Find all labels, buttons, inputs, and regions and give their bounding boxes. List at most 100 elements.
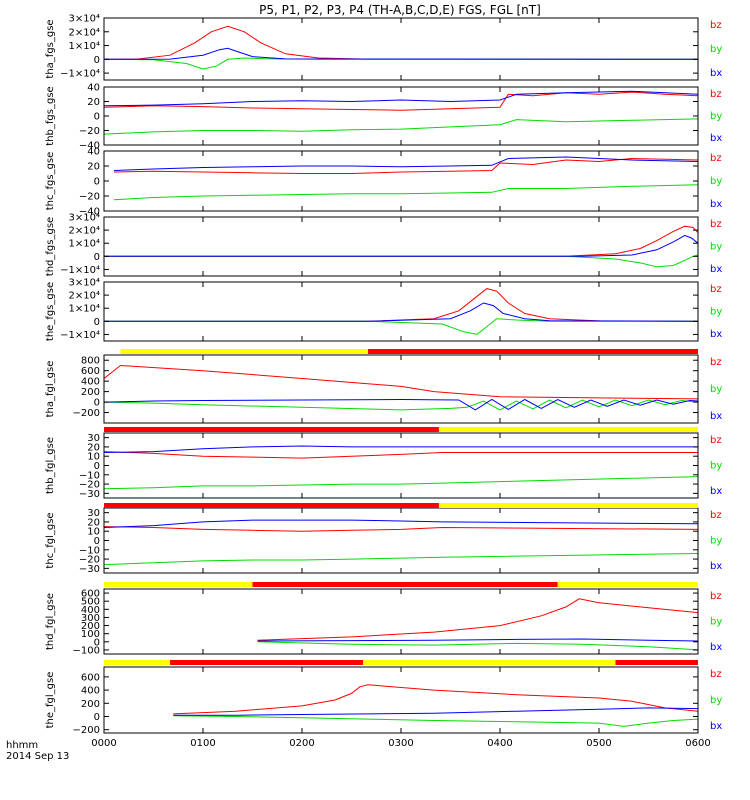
thc-fgl-gse-series-by xyxy=(103,553,699,566)
status-bar-1 xyxy=(120,349,698,354)
the-fgl-gse-frame xyxy=(103,666,699,734)
the-fgl-gse-series-bx xyxy=(173,707,699,716)
thb-fgl-gse-ytick-label: −30 xyxy=(79,489,100,500)
thc-fgl-gse-legend-bz: bz xyxy=(710,510,722,521)
the-fgl-gse-legend-by: by xyxy=(710,695,722,706)
thd-fgl-gse-ytick-label: 600 xyxy=(81,589,100,600)
thb-fgl-gse-ytick-label: −10 xyxy=(79,470,100,481)
thd-fgl-gse-legend-bx: bx xyxy=(710,642,722,653)
status-bar-3-segment xyxy=(104,503,439,508)
tha-fgs-gse-legend-by: by xyxy=(710,44,722,55)
thd-fgl-gse-ytick-label: 200 xyxy=(81,621,100,632)
thc-fgl-gse-series-bz xyxy=(103,526,699,532)
thc-fgs-gse-ytick-label: −20 xyxy=(79,192,100,203)
tha-fgs-gse-frame xyxy=(103,17,699,81)
thd-fgs-gse-ytick-label: 3×10⁴ xyxy=(69,213,100,224)
thb-fgl-gse-legend-bx: bx xyxy=(710,486,722,497)
thd-fgs-gse-ytick-label: 1×10⁴ xyxy=(69,239,100,250)
status-bar-5-segment xyxy=(615,660,698,665)
tha-fgl-gse-ytick-label: 600 xyxy=(81,366,100,377)
thd-fgs-gse-ytick-label: 0 xyxy=(94,252,100,263)
tha-fgl-gse-ytick-label: 200 xyxy=(81,387,100,398)
thc-fgs-gse-legend-by: by xyxy=(710,176,722,187)
thd-fgl-gse-series-bx xyxy=(257,638,699,642)
thc-fgl-gse-ytick-label: −10 xyxy=(79,545,100,556)
thb-fgl-gse-frame xyxy=(103,432,699,499)
the-fgl-gse-ytick-label: 0 xyxy=(94,712,100,723)
the-fgs-gse-ylabel: the_fgs_gse xyxy=(45,282,56,341)
tha-fgs-gse-legend-bz: bz xyxy=(710,20,722,31)
status-bar-3-segment xyxy=(438,503,698,508)
thd-fgl-gse-ytick-label: 300 xyxy=(81,613,100,624)
status-bar-4-segment xyxy=(252,582,558,587)
thc-fgs-gse-ytick-label: 20 xyxy=(87,162,100,173)
thb-fgl-gse-ytick-label: −20 xyxy=(79,480,100,491)
thd-fgs-gse-series-by xyxy=(104,254,699,268)
thb-fgs-gse-series-by xyxy=(103,118,699,135)
panel-thc-fgs-gse: 40 20 0 −20 −40 thc_fgs_gse bz by bx xyxy=(45,147,722,218)
the-fgs-gse-legend-by: by xyxy=(710,307,722,318)
the-fgs-gse-ytick-label: 0 xyxy=(94,317,100,328)
status-bar-5 xyxy=(104,660,698,665)
status-bar-2-segment xyxy=(438,427,698,432)
thb-fgl-gse-series-by xyxy=(103,476,699,490)
thb-fgs-gse-legend-bz: bz xyxy=(710,89,722,100)
thc-fgs-gse-ytick-label: −40 xyxy=(79,207,100,218)
thd-fgs-gse-series-bz xyxy=(104,225,699,257)
thb-fgs-gse-frame xyxy=(103,86,699,146)
thb-fgs-gse-legend-by: by xyxy=(710,111,722,122)
tha-fgl-gse-series-bx xyxy=(103,398,699,411)
thb-fgl-gse-ytick-label: 30 xyxy=(87,433,100,444)
the-fgl-gse-ytick-label: 600 xyxy=(81,672,100,683)
status-bar-3 xyxy=(104,503,698,508)
thd-fgs-gse-ylabel: thd_fgs_gse xyxy=(45,217,56,276)
tha-fgl-gse-series-bz xyxy=(103,364,699,400)
thb-fgl-gse-series-bx xyxy=(103,445,698,453)
the-fgs-gse-ytick-label: 2×10⁴ xyxy=(69,291,100,302)
thd-fgs-gse-legend-by: by xyxy=(710,242,722,253)
tha-fgl-gse-ylabel: tha_fgl_gse xyxy=(45,361,56,418)
thb-fgl-gse-ytick-label: 0 xyxy=(94,461,100,472)
thd-fgl-gse-series-by xyxy=(257,641,699,651)
tha-fgs-gse-legend-bx: bx xyxy=(710,68,722,79)
the-fgs-gse-series-by xyxy=(104,318,698,335)
thd-fgl-gse-ytick-label: 0 xyxy=(94,637,100,648)
thd-fgs-gse-legend-bz: bz xyxy=(710,219,722,230)
the-fgs-gse-series-bx xyxy=(104,302,699,322)
tha-fgl-gse-ytick-label: 0 xyxy=(94,398,100,409)
thc-fgl-gse-ytick-label: 0 xyxy=(94,536,100,547)
thd-fgl-gse-ytick-label: 100 xyxy=(81,629,100,640)
date-label: 2014 Sep 13 xyxy=(6,751,69,762)
tha-fgs-gse-series-bz xyxy=(103,25,699,60)
status-bars xyxy=(104,349,698,665)
the-fgl-gse-xtick-label: 0500 xyxy=(586,738,611,749)
the-fgl-gse-legend-bz: bz xyxy=(710,669,722,680)
thd-fgl-gse-legend-bz: bz xyxy=(710,591,722,602)
thc-fgl-gse-legend-bx: bx xyxy=(710,561,722,572)
status-bar-5-segment xyxy=(170,660,364,665)
thc-fgl-gse-ytick-label: −30 xyxy=(79,564,100,575)
status-bar-1-segment xyxy=(368,349,698,354)
thb-fgs-gse-ylabel: thb_fgs_gse xyxy=(45,86,56,145)
thc-fgl-gse-series-bx xyxy=(103,519,699,528)
tha-fgl-gse-legend-by: by xyxy=(710,384,722,395)
thd-fgl-gse-ylabel: thd_fgl_gse xyxy=(45,593,56,650)
tha-fgl-gse-frame xyxy=(103,354,699,424)
the-fgs-gse-legend-bz: bz xyxy=(710,284,722,295)
thd-fgl-gse-frame xyxy=(103,588,699,655)
thd-fgs-gse-ytick-label: 2×10⁴ xyxy=(69,226,100,237)
thc-fgs-gse-legend-bz: bz xyxy=(710,153,722,164)
thd-fgs-gse-series-bx xyxy=(104,234,699,257)
thb-fgs-gse-ytick-label: −40 xyxy=(79,141,100,152)
status-bar-4-segment xyxy=(557,582,698,587)
thb-fgs-gse-ytick-label: 20 xyxy=(87,97,100,108)
thd-fgl-gse-ytick-label: 400 xyxy=(81,605,100,616)
thb-fgs-gse-ytick-label: 0 xyxy=(94,112,100,123)
tha-fgs-gse-ytick-label: 3×10⁴ xyxy=(69,14,100,25)
status-bar-4-segment xyxy=(104,582,253,587)
the-fgl-gse-xtick-label: 0300 xyxy=(388,738,413,749)
the-fgl-gse-series-by xyxy=(173,715,699,727)
status-bar-2-segment xyxy=(104,427,439,432)
thb-fgl-gse-ylabel: thb_fgl_gse xyxy=(45,437,56,494)
